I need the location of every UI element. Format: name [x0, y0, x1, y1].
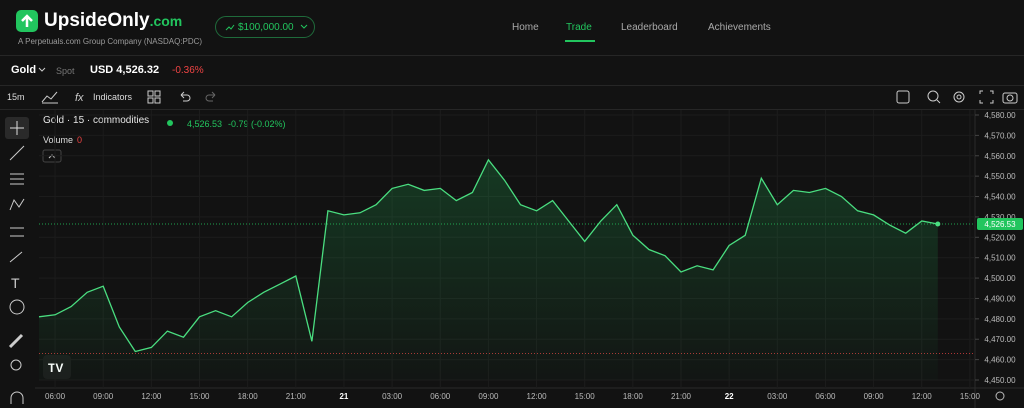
chevron	[38, 67, 46, 72]
x-tick-label: 06:00	[430, 392, 451, 401]
logo-icon[interactable]	[16, 10, 38, 32]
logo[interactable]: UpsideOnly.com	[44, 10, 182, 32]
x-tick-label: 12:00	[141, 392, 162, 401]
chart-type-icon[interactable]	[40, 89, 60, 105]
y-tick-label: 4,550.00	[984, 172, 1016, 181]
x-tick-label: 06:00	[815, 392, 836, 401]
x-tick-label: 09:00	[478, 392, 499, 401]
balance-button[interactable]: $100,000.00	[215, 16, 315, 38]
emoji-tool[interactable]	[9, 299, 25, 315]
settings-icon	[995, 391, 1005, 401]
crosshair-tool[interactable]	[10, 121, 24, 135]
magnet-tool[interactable]	[10, 391, 24, 404]
volume-value: 0	[77, 135, 82, 145]
x-tick-label: 15:00	[960, 392, 981, 401]
y-tick-label: 4,510.00	[984, 254, 1016, 263]
x-tick-label: 15:00	[575, 392, 596, 401]
x-tick-label: 09:00	[93, 392, 114, 401]
last-change: -0.79 (-0.02%)	[228, 119, 286, 129]
nav-link[interactable]: Trade	[566, 22, 592, 33]
x-tick-label: 21	[339, 392, 348, 401]
x-tick-label: 03:00	[382, 392, 403, 401]
y-tick-label: 4,530.00	[984, 213, 1016, 222]
y-tick-label: 4,500.00	[984, 274, 1016, 283]
line-tool[interactable]	[9, 145, 25, 161]
logo-suffix: .com	[149, 13, 183, 29]
volume-label: Volume	[43, 135, 73, 145]
divider	[0, 109, 1024, 110]
text-tool[interactable]: T	[11, 275, 20, 291]
pattern-tool[interactable]	[9, 198, 25, 211]
y-tick-label: 4,570.00	[984, 131, 1016, 140]
symbol-select[interactable]: Gold	[11, 64, 37, 76]
y-tick-label: 4,490.00	[984, 294, 1016, 303]
y-tick-label: 4,560.00	[984, 152, 1016, 161]
zoom-tool[interactable]	[10, 359, 22, 371]
top-right-tools[interactable]	[895, 89, 1020, 105]
x-tick-label: 18:00	[238, 392, 259, 401]
layout-icon[interactable]	[147, 90, 161, 104]
x-tick-label: 21:00	[671, 392, 692, 401]
svg-text:fx: fx	[75, 92, 84, 104]
collapse-icon	[48, 154, 56, 159]
chart-title: Gold · 15 · commodities	[43, 115, 149, 126]
balance: $100,000.00	[238, 22, 294, 33]
y-tick-label: 4,480.00	[984, 315, 1016, 324]
indicators-button[interactable]: Indicators	[93, 92, 133, 102]
interval-button[interactable]: 15m	[7, 92, 25, 102]
x-tick-label: 12:00	[912, 392, 933, 401]
chart: Gold · 15 · commodities 4,526.53 -0.79 (…	[35, 110, 1024, 408]
divider	[0, 85, 1024, 86]
price-change: -0.36%	[172, 65, 204, 76]
undo-redo[interactable]	[178, 90, 218, 104]
measure-tool[interactable]	[10, 227, 24, 237]
x-tick-label: 21:00	[286, 392, 307, 401]
last-price-tag	[977, 217, 1023, 230]
x-tick-label: 12:00	[527, 392, 548, 401]
tagline: A Perpetuals.com Group Company (NASDAQ:P…	[18, 37, 203, 46]
x-tick-label: 09:00	[864, 392, 885, 401]
divider	[0, 55, 1024, 56]
y-tick-label: 4,520.00	[984, 233, 1016, 242]
y-tick-label: 4,450.00	[984, 376, 1016, 385]
fx-icon[interactable]: fx	[73, 89, 89, 105]
nav-link[interactable]: Achievements	[708, 22, 771, 33]
trend-icon	[225, 24, 235, 31]
nav-link[interactable]: Leaderboard	[621, 22, 678, 33]
logo-arrow	[21, 14, 33, 27]
last-point	[935, 221, 941, 227]
chevron	[300, 24, 308, 29]
y-tick-label: 4,580.00	[984, 111, 1016, 120]
x-tick-label: 15:00	[189, 392, 210, 401]
x-tick-label: 22	[725, 392, 734, 401]
y-tick-label: 4,460.00	[984, 356, 1016, 365]
area	[39, 159, 938, 380]
nav-link[interactable]: Home	[512, 22, 539, 33]
y-tick-label: 4,470.00	[984, 335, 1016, 344]
price: USD 4,526.32	[90, 64, 160, 76]
symbol-kind: Spot	[56, 66, 75, 76]
price-line	[38, 158, 938, 353]
x-tick-label: 18:00	[623, 392, 644, 401]
y-tick-label: 4,540.00	[984, 193, 1016, 202]
drawing-tools: T	[5, 117, 29, 404]
brush-tool[interactable]	[9, 251, 23, 263]
x-tick-label: 03:00	[767, 392, 788, 401]
last-value: 4,526.53	[187, 119, 222, 129]
nav-underline	[565, 40, 595, 42]
last-price-tag-label: 4,526.53	[984, 220, 1016, 229]
logo-name: UpsideOnly	[44, 10, 150, 31]
status-dot	[167, 120, 173, 126]
fib-tool[interactable]	[10, 173, 24, 185]
x-tick-label: 06:00	[45, 392, 66, 401]
ruler-tool[interactable]	[8, 333, 24, 349]
